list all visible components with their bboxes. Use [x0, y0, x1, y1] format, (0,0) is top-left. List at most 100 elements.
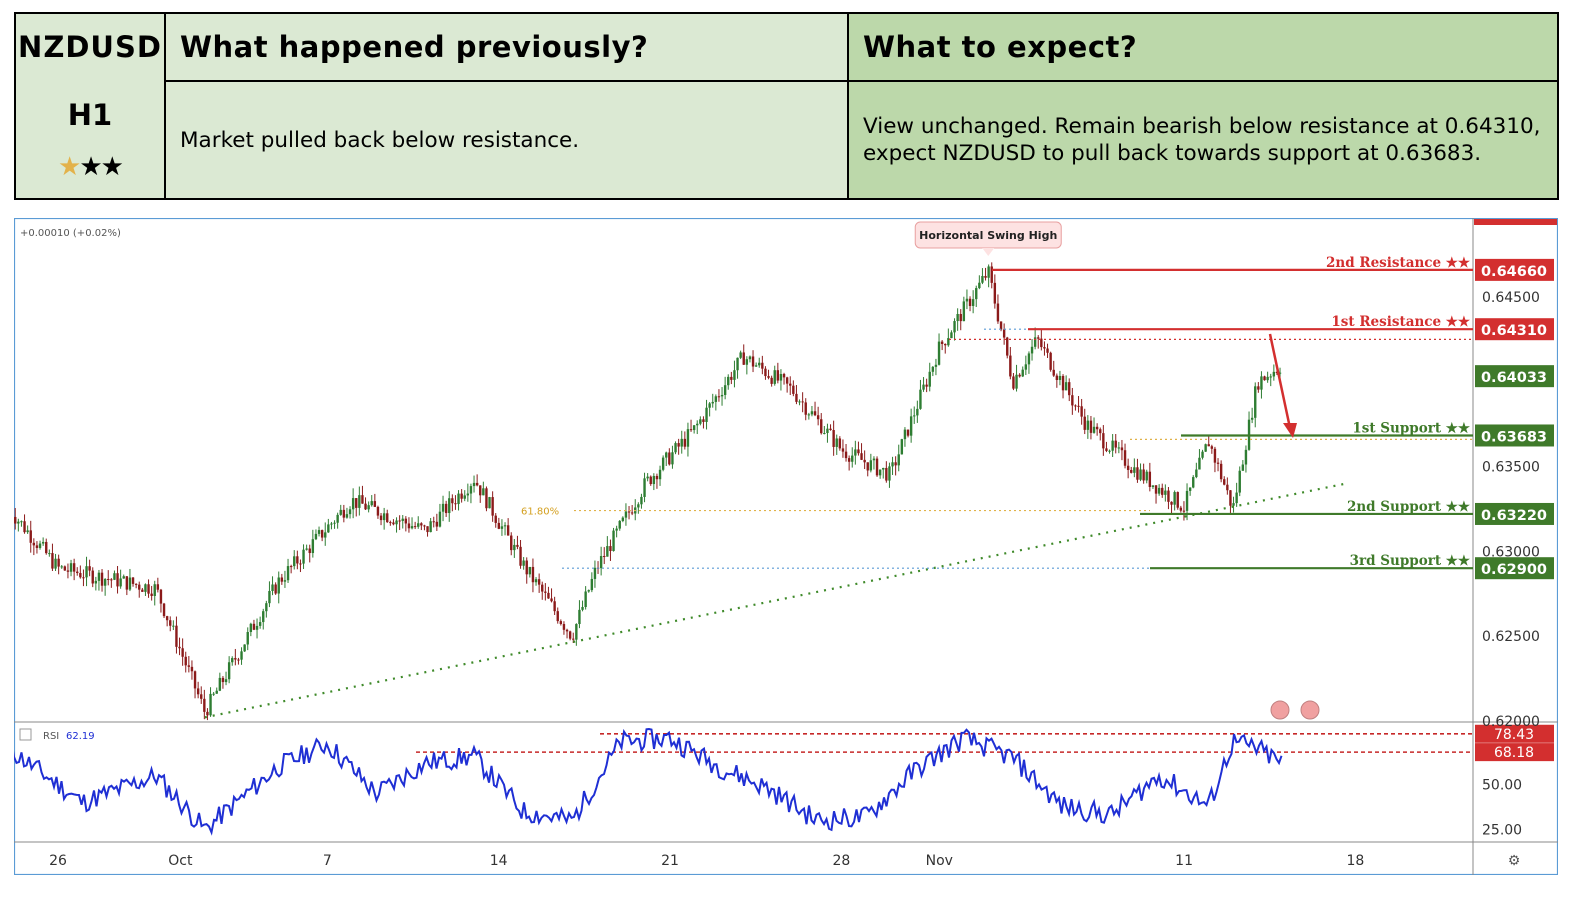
candle-body — [609, 546, 612, 552]
candle-body — [723, 385, 727, 395]
candle-body — [227, 662, 231, 680]
candle-body — [649, 476, 652, 485]
candle-body — [888, 466, 891, 481]
candle-body — [1263, 376, 1266, 381]
candle-body — [1204, 444, 1207, 452]
candle-body — [1111, 440, 1114, 451]
candle-body — [482, 488, 485, 496]
candle-body — [497, 522, 501, 529]
price-tick-label: 0.62000 — [1482, 714, 1540, 730]
candle-body — [779, 374, 783, 381]
event-icon — [1270, 700, 1290, 720]
candle-body — [510, 535, 513, 551]
candle-body — [984, 275, 987, 278]
candle-body — [677, 443, 680, 447]
candle-body — [606, 546, 609, 557]
rsi-collapse-box — [19, 728, 32, 741]
rsi-name: RSI — [43, 731, 59, 742]
candle-body — [844, 451, 848, 459]
candle-body — [1229, 490, 1232, 506]
candle-body — [1126, 465, 1130, 470]
level-label: 1st Support ★★ — [1352, 420, 1471, 436]
event-icon — [1300, 700, 1320, 720]
candle-body — [637, 504, 640, 508]
candle-body — [426, 526, 429, 533]
candle-body — [336, 514, 339, 523]
candle-body — [262, 611, 265, 623]
date-tick-label: 14 — [490, 853, 508, 869]
candle-body — [816, 415, 820, 420]
level-tag-value: 0.63220 — [1481, 508, 1547, 524]
fib-label: 61.80% — [521, 507, 559, 518]
candle-body — [575, 624, 578, 640]
candle-body — [1173, 492, 1176, 505]
candle-body — [156, 584, 160, 590]
candle-body — [1201, 451, 1204, 458]
candle-body — [169, 620, 172, 626]
candle-body — [1012, 376, 1015, 389]
candle-body — [293, 556, 296, 567]
candle-body — [48, 553, 51, 555]
candle-body — [795, 393, 798, 402]
candle-body — [38, 543, 42, 548]
candle-body — [131, 577, 135, 584]
candle-body — [410, 526, 414, 529]
candle-body — [810, 411, 814, 415]
candle-body — [435, 521, 439, 527]
candle-body — [708, 403, 711, 408]
candle-body — [479, 485, 482, 496]
candle-body — [172, 625, 175, 627]
candle-body — [1182, 510, 1186, 512]
level-tag — [1475, 557, 1554, 580]
candle-body — [305, 548, 308, 550]
star-icon: ★ — [79, 152, 102, 182]
candle-body — [782, 374, 786, 378]
annotation-pointer — [982, 248, 995, 256]
date-tick-label: 21 — [661, 853, 679, 869]
candle-body — [944, 343, 947, 346]
price-tick-label: 0.63000 — [1482, 544, 1540, 560]
candle-body — [751, 356, 755, 367]
candle-body — [630, 512, 634, 514]
axes: 0.64500 0.63500 0.63000 0.62500 0.62000 26 Oct… — [49, 290, 1540, 869]
candle-body — [1086, 420, 1090, 430]
candle-body — [454, 503, 457, 505]
candle-body — [20, 521, 23, 523]
candle-body — [1219, 463, 1223, 480]
candle-body — [1024, 364, 1028, 370]
candle-body — [680, 438, 683, 447]
candle-body — [379, 515, 383, 521]
candle-body — [29, 530, 32, 543]
candle-body — [184, 656, 187, 666]
candle-body — [187, 665, 191, 667]
candle-body — [141, 589, 144, 592]
candle-body — [798, 401, 801, 403]
exp-title: What to expect? — [847, 12, 1559, 82]
candle-body — [488, 497, 491, 509]
candle-body — [851, 455, 854, 462]
candle-body — [45, 541, 48, 554]
candle-body — [640, 496, 643, 505]
candle-body — [885, 467, 888, 481]
candle-body — [494, 515, 497, 523]
rsi-tick-label: 25.00 — [1482, 822, 1522, 838]
candle-body — [299, 563, 302, 565]
candle-body — [624, 511, 628, 518]
bearish-arrow — [1268, 333, 1292, 429]
candle-body — [138, 584, 141, 590]
candle-body — [745, 359, 749, 365]
candle-body — [280, 577, 284, 582]
candle-body — [1136, 467, 1139, 480]
candle-body — [1250, 417, 1254, 420]
candle-body — [367, 505, 370, 510]
candle-body — [643, 478, 646, 497]
current-price-value: 0.64033 — [1481, 370, 1547, 386]
candle-body — [361, 495, 364, 504]
candle-body — [165, 616, 169, 621]
candle-body — [618, 520, 621, 529]
candle-body — [54, 558, 57, 569]
candle-body — [683, 438, 687, 447]
candle-body — [401, 518, 404, 521]
candle-body — [947, 338, 950, 346]
candle-body — [909, 416, 913, 436]
